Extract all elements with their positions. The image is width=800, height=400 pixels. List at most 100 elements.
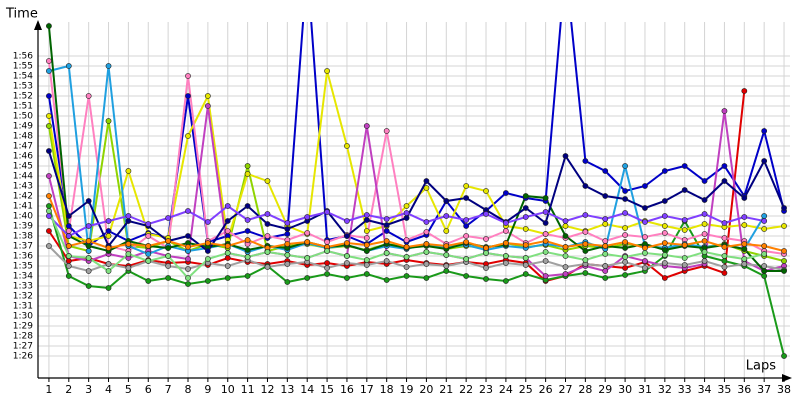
- lap-point: [65, 273, 72, 279]
- x-tick-label: 9: [204, 383, 211, 396]
- lap-point: [85, 198, 92, 204]
- lap-point: [721, 253, 728, 259]
- lap-point: [324, 271, 330, 277]
- y-tick-label: 1:33: [13, 282, 33, 292]
- x-tick-label: 27: [558, 383, 572, 396]
- lap-point: [383, 238, 390, 244]
- lap-point: [582, 257, 589, 263]
- lap-point: [105, 118, 112, 124]
- lap-point: [522, 262, 529, 268]
- x-tick-label: 35: [717, 383, 731, 396]
- y-tick-label: 1:43: [13, 182, 33, 192]
- lap-point: [105, 218, 112, 224]
- y-axis-title: Time: [5, 7, 38, 22]
- lap-point: [105, 63, 112, 69]
- lap-point: [204, 278, 211, 284]
- lap-point: [185, 256, 191, 262]
- lap-point: [661, 247, 668, 253]
- lap-point: [105, 261, 112, 267]
- lap-point: [284, 231, 291, 237]
- lap-point: [622, 259, 628, 265]
- lap-point: [582, 248, 589, 254]
- lap-point: [542, 273, 549, 279]
- lap-point: [661, 260, 668, 266]
- lap-point: [642, 219, 648, 225]
- x-tick-label: 16: [340, 383, 354, 396]
- x-tick-label: 13: [280, 383, 294, 396]
- lap-point: [483, 245, 489, 251]
- lap-point: [244, 171, 251, 177]
- lap-point: [721, 235, 728, 241]
- lap-point: [185, 133, 191, 139]
- lap-point: [721, 270, 728, 276]
- lap-point: [463, 183, 470, 189]
- lap-point: [204, 240, 211, 246]
- lap-point: [602, 263, 609, 269]
- y-tick-label: 1:55: [13, 62, 33, 72]
- lap-point: [721, 220, 728, 226]
- lap-point: [483, 265, 489, 271]
- lap-point: [522, 271, 529, 277]
- series-line: [47, 205, 785, 357]
- x-tick-label: 5: [125, 383, 132, 396]
- lap-point: [304, 239, 311, 245]
- lap-point: [761, 243, 768, 249]
- lap-point: [284, 252, 291, 258]
- lap-point: [284, 279, 291, 285]
- lap-point: [741, 222, 748, 228]
- lap-point: [761, 158, 768, 164]
- y-tick-label: 1:56: [13, 52, 33, 62]
- lap-point: [185, 266, 191, 272]
- x-tick-label: 1: [45, 383, 52, 396]
- lap-point: [403, 264, 410, 270]
- lap-point: [65, 233, 72, 239]
- lap-point: [224, 250, 231, 256]
- lap-point: [542, 249, 549, 255]
- lap-point: [502, 240, 509, 246]
- lap-point: [46, 208, 52, 214]
- lap-point: [761, 213, 768, 219]
- lap-point: [423, 261, 430, 267]
- lap-point: [661, 168, 668, 174]
- lap-point: [85, 243, 92, 249]
- lap-point: [363, 228, 370, 234]
- lap-point: [741, 246, 748, 252]
- lap-point: [741, 195, 748, 201]
- lap-point: [423, 241, 430, 247]
- lap-point: [642, 258, 648, 264]
- lap-point: [125, 251, 132, 257]
- lap-point: [105, 245, 112, 251]
- lap-point: [443, 252, 450, 258]
- lap-point: [344, 275, 350, 281]
- lap-point: [363, 257, 370, 263]
- lap-point: [463, 195, 470, 201]
- lap-point: [463, 233, 470, 239]
- lap-point: [761, 263, 768, 269]
- lap-point: [661, 240, 668, 246]
- lap-point: [781, 205, 787, 211]
- x-tick-label: 15: [320, 383, 334, 396]
- y-tick-label: 1:38: [13, 232, 33, 242]
- lap-point: [602, 193, 609, 199]
- x-tick-label: 17: [360, 383, 374, 396]
- y-tick-label: 1:41: [13, 202, 33, 212]
- series-line: [47, 195, 785, 252]
- y-tick-label: 1:40: [13, 212, 33, 222]
- y-tick-label: 1:49: [13, 122, 33, 132]
- lap-point: [781, 353, 787, 359]
- y-tick-label: 1:35: [13, 262, 33, 272]
- lap-point: [85, 93, 92, 99]
- lap-point: [502, 278, 509, 284]
- lap-point: [383, 222, 390, 228]
- y-tick-label: 1:26: [13, 352, 33, 362]
- x-tick-label: 33: [678, 383, 692, 396]
- lap-point: [622, 188, 628, 194]
- lap-point: [324, 239, 330, 245]
- lap-point: [46, 193, 52, 199]
- lap-point: [681, 227, 688, 233]
- lap-point: [661, 213, 668, 219]
- lap-point: [145, 251, 152, 257]
- lap-point: [761, 251, 768, 257]
- lap-point: [324, 260, 330, 266]
- lap-point: [264, 249, 271, 255]
